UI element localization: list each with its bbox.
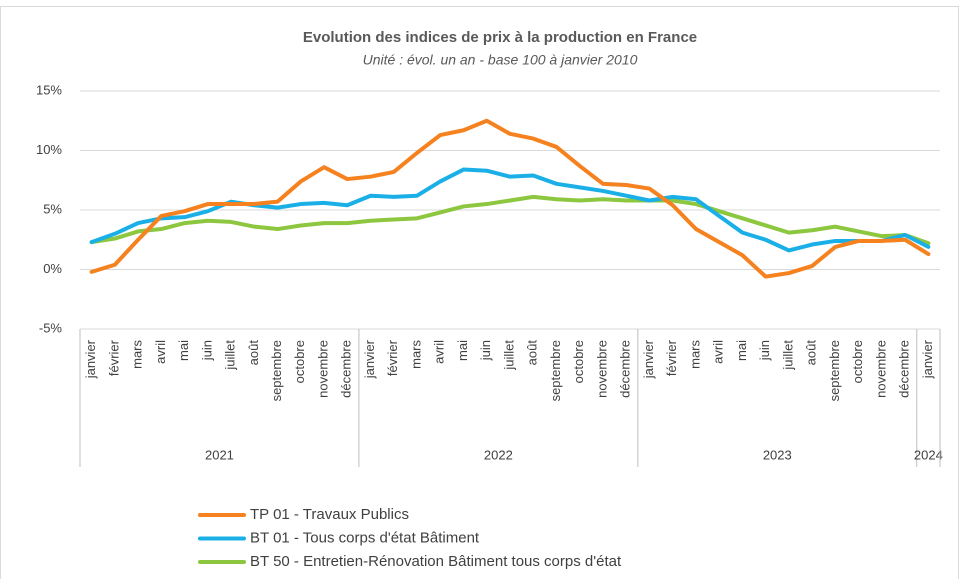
x-tick-label: septembre bbox=[827, 340, 842, 401]
x-tick-label: décembre bbox=[897, 340, 912, 398]
x-tick-label: février bbox=[385, 339, 400, 376]
x-tick-label: octobre bbox=[571, 340, 586, 383]
chart-subtitle: Unité : évol. un an - base 100 à janvier… bbox=[363, 52, 638, 68]
series-line bbox=[89, 118, 931, 279]
x-tick-label: mars bbox=[130, 340, 145, 369]
x-tick-label: février bbox=[664, 339, 679, 376]
x-tick-label: mai bbox=[734, 340, 749, 361]
x-tick-label: novembre bbox=[594, 340, 609, 398]
x-tick-label: juillet bbox=[501, 340, 516, 371]
series-line bbox=[89, 194, 931, 246]
x-tick-label: juin bbox=[757, 340, 772, 361]
x-tick-label: janvier bbox=[641, 339, 656, 379]
legend-label: TP 01 - Travaux Publics bbox=[250, 506, 409, 523]
series-line bbox=[89, 167, 931, 253]
x-tick-label: novembre bbox=[315, 340, 330, 398]
x-tick-label: mars bbox=[687, 340, 702, 369]
legend-label: BT 01 - Tous corps d'état Bâtiment bbox=[250, 529, 480, 546]
x-tick-label: février bbox=[106, 339, 121, 376]
x-tick-label: janvier bbox=[920, 339, 935, 379]
y-tick-label: -5% bbox=[39, 320, 63, 335]
x-tick-label: avril bbox=[153, 340, 168, 364]
x-tick-label: janvier bbox=[83, 339, 98, 379]
x-tick-label: décembre bbox=[618, 340, 633, 398]
legend-label: BT 50 - Entretien-Rénovation Bâtiment to… bbox=[250, 553, 622, 570]
x-tick-label: juillet bbox=[223, 340, 238, 371]
x-tick-label: juillet bbox=[780, 340, 795, 371]
x-tick-label: août bbox=[804, 340, 819, 366]
chart-title: Evolution des indices de prix à la produ… bbox=[303, 29, 697, 46]
x-tick-label: avril bbox=[432, 340, 447, 364]
x-tick-label: janvier bbox=[362, 339, 377, 379]
x-tick-label: août bbox=[246, 340, 261, 366]
year-label: 2022 bbox=[484, 447, 513, 462]
x-tick-label: décembre bbox=[339, 340, 354, 398]
x-tick-label: mars bbox=[408, 340, 423, 369]
y-tick-label: 5% bbox=[43, 201, 62, 216]
x-tick-label: mai bbox=[455, 340, 470, 361]
x-tick-label: octobre bbox=[850, 340, 865, 383]
y-tick-label: 15% bbox=[36, 82, 62, 97]
x-tick-label: septembre bbox=[548, 340, 563, 401]
year-label: 2021 bbox=[205, 447, 234, 462]
y-tick-label: 0% bbox=[43, 261, 62, 276]
x-tick-label: juin bbox=[478, 340, 493, 361]
x-tick-label: octobre bbox=[292, 340, 307, 383]
x-tick-label: novembre bbox=[873, 340, 888, 398]
x-tick-label: septembre bbox=[269, 340, 284, 401]
x-tick-label: avril bbox=[711, 340, 726, 364]
x-tick-label: mai bbox=[176, 340, 191, 361]
x-tick-label: août bbox=[525, 340, 540, 366]
year-label: 2023 bbox=[763, 447, 792, 462]
x-tick-label: juin bbox=[199, 340, 214, 361]
chart-border bbox=[0, 6, 959, 579]
y-tick-label: 10% bbox=[36, 142, 62, 157]
year-label: 2024 bbox=[914, 447, 943, 462]
